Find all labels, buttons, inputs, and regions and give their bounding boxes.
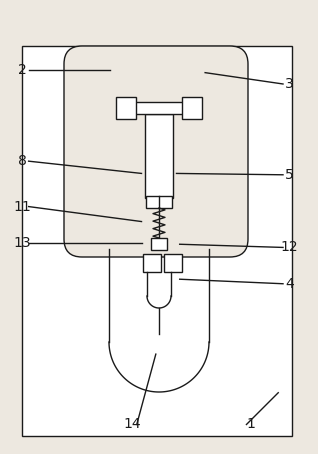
Bar xyxy=(145,114,173,198)
Text: 3: 3 xyxy=(285,77,294,91)
FancyBboxPatch shape xyxy=(64,46,248,257)
Bar xyxy=(182,97,202,119)
Bar xyxy=(143,254,161,272)
Text: 11: 11 xyxy=(13,200,31,213)
Text: 8: 8 xyxy=(18,154,27,168)
Bar xyxy=(146,196,172,208)
Bar xyxy=(116,97,136,119)
Text: 2: 2 xyxy=(18,64,27,77)
Text: 12: 12 xyxy=(280,241,298,254)
Bar xyxy=(22,46,292,436)
Text: 14: 14 xyxy=(123,418,141,431)
Bar xyxy=(151,238,167,250)
Bar xyxy=(133,102,183,114)
Text: 1: 1 xyxy=(247,418,256,431)
Bar xyxy=(164,254,182,272)
Text: 4: 4 xyxy=(285,277,294,291)
Text: 5: 5 xyxy=(285,168,294,182)
Text: 13: 13 xyxy=(13,236,31,250)
